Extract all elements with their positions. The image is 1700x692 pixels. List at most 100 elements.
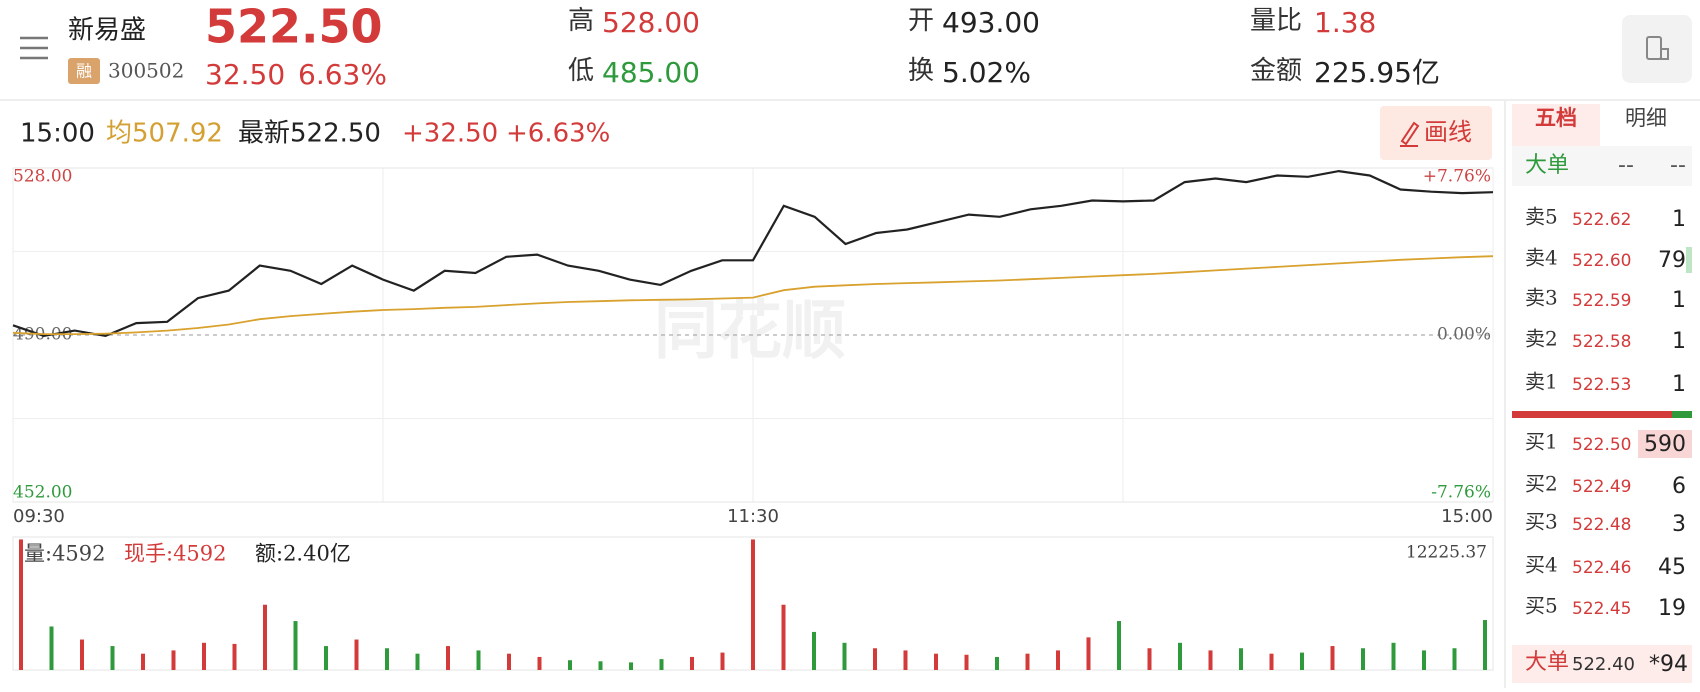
big-order-value: -- xyxy=(1618,153,1634,178)
stat-value: 493.00 xyxy=(942,6,1040,39)
book-volume: 1 xyxy=(1672,372,1686,397)
big-order-label: 大单 xyxy=(1525,650,1569,675)
volume-bar xyxy=(1025,653,1030,670)
volume-bar xyxy=(812,631,816,670)
big-order-label: 大单 xyxy=(1525,153,1569,178)
tab-active-bg xyxy=(1512,104,1600,154)
volume-bar xyxy=(1422,650,1426,670)
book-volume: 6 xyxy=(1672,474,1686,499)
book-volume: 1 xyxy=(1672,288,1686,313)
book-label: 买2 xyxy=(1525,472,1558,496)
volume-bar xyxy=(751,539,755,670)
menu-icon[interactable] xyxy=(20,36,48,60)
book-volume: 590 xyxy=(1644,432,1686,457)
draw-button-label[interactable]: 画线 xyxy=(1424,118,1472,146)
device-button[interactable] xyxy=(1622,15,1692,83)
volume-bar xyxy=(202,642,206,670)
volume-bar xyxy=(1330,646,1335,670)
volume-bar xyxy=(873,648,877,670)
book-price: 522.58 xyxy=(1572,332,1631,352)
book-label: 卖1 xyxy=(1525,370,1558,394)
volume-bar xyxy=(995,656,999,670)
stat-label: 换 xyxy=(908,56,934,86)
tab[interactable]: 五档 xyxy=(1535,106,1577,130)
y-tick-label: 12225.37 xyxy=(1406,543,1487,563)
volume-bar xyxy=(537,656,542,670)
book-label: 买4 xyxy=(1525,553,1558,577)
stat-label: 低 xyxy=(568,56,594,86)
volume-bar xyxy=(1483,620,1487,670)
volume-bar xyxy=(781,604,786,670)
book-label: 卖4 xyxy=(1525,246,1558,270)
book-price: 522.46 xyxy=(1572,558,1631,578)
volume-bar xyxy=(1056,650,1060,670)
y-tick-label: 528.00 xyxy=(13,167,72,187)
volume-bar xyxy=(354,639,359,670)
volume-bar xyxy=(629,662,633,670)
y2-tick-label: 0.00% xyxy=(1437,325,1491,345)
stat-value: 1.38 xyxy=(1314,6,1376,39)
x-tick-label: 11:30 xyxy=(727,506,779,527)
volume-bar xyxy=(1147,648,1152,670)
book-volume: 1 xyxy=(1672,207,1686,232)
badge: 融 xyxy=(76,62,92,81)
book-label: 卖5 xyxy=(1525,205,1558,229)
volume-bar xyxy=(232,643,237,670)
volume-bar xyxy=(1269,653,1274,670)
volume-bar xyxy=(385,648,389,670)
big-order-price: 522.40 xyxy=(1572,654,1635,675)
book-price: 522.45 xyxy=(1572,599,1631,619)
stat-label: 量比 xyxy=(1250,6,1302,36)
latest: 最新522.50 xyxy=(238,119,381,149)
book-price: 522.62 xyxy=(1572,210,1631,230)
book-price: 522.59 xyxy=(1572,291,1631,311)
volume-label: 量:4592 xyxy=(24,542,106,566)
book-volume: 45 xyxy=(1658,555,1686,580)
volume-bar xyxy=(263,604,267,670)
volume-bar xyxy=(507,653,511,670)
book-volume: 3 xyxy=(1672,512,1686,537)
book-price: 522.49 xyxy=(1572,477,1631,497)
ratio-bar-sell xyxy=(1672,411,1692,418)
volume-label: 现手:4592 xyxy=(124,542,227,566)
x-tick-label: 15:00 xyxy=(1441,506,1493,527)
book-label: 买3 xyxy=(1525,510,1558,534)
volume-bar xyxy=(415,653,420,670)
volume-bar xyxy=(293,621,298,670)
draw-button[interactable]: 画线 xyxy=(1380,106,1492,160)
volume-bar xyxy=(1208,650,1213,670)
volume-bar xyxy=(1452,648,1457,670)
stat-label: 开 xyxy=(908,6,934,36)
tab[interactable]: 明细 xyxy=(1625,106,1667,130)
volume-bar xyxy=(446,646,450,670)
volume-bar xyxy=(171,650,176,670)
volume-bar xyxy=(1391,642,1396,670)
time: 15:00 xyxy=(20,119,95,149)
change: 32.50 xyxy=(205,58,285,91)
book-label: 卖3 xyxy=(1525,286,1558,310)
depth-bar xyxy=(1686,247,1692,273)
volume-bar xyxy=(19,539,23,670)
volume-bar xyxy=(141,653,145,670)
y2-tick-label: -7.76% xyxy=(1431,483,1491,503)
price: 522.50 xyxy=(205,0,383,54)
book-volume: 19 xyxy=(1658,596,1686,621)
depth-bar xyxy=(1638,430,1692,458)
stock-code: 300502 xyxy=(108,59,184,83)
book-price: 522.53 xyxy=(1572,375,1631,395)
stat-value: 225.95亿 xyxy=(1314,56,1440,89)
big-order-volume: *94 xyxy=(1649,652,1688,677)
change: +32.50 xyxy=(402,119,498,149)
volume-bar xyxy=(1178,642,1182,670)
volume-bar xyxy=(659,659,664,670)
volume-bar xyxy=(324,646,328,670)
price-line xyxy=(12,255,1494,335)
volume-bar xyxy=(80,639,84,670)
volume-bar xyxy=(110,646,115,670)
volume-bar xyxy=(1117,621,1121,670)
badge-bg xyxy=(68,58,100,84)
change-pct: +6.63% xyxy=(506,119,610,149)
volume-bar xyxy=(49,626,54,670)
book-volume: 1 xyxy=(1672,329,1686,354)
stat-value: 485.00 xyxy=(602,56,700,89)
